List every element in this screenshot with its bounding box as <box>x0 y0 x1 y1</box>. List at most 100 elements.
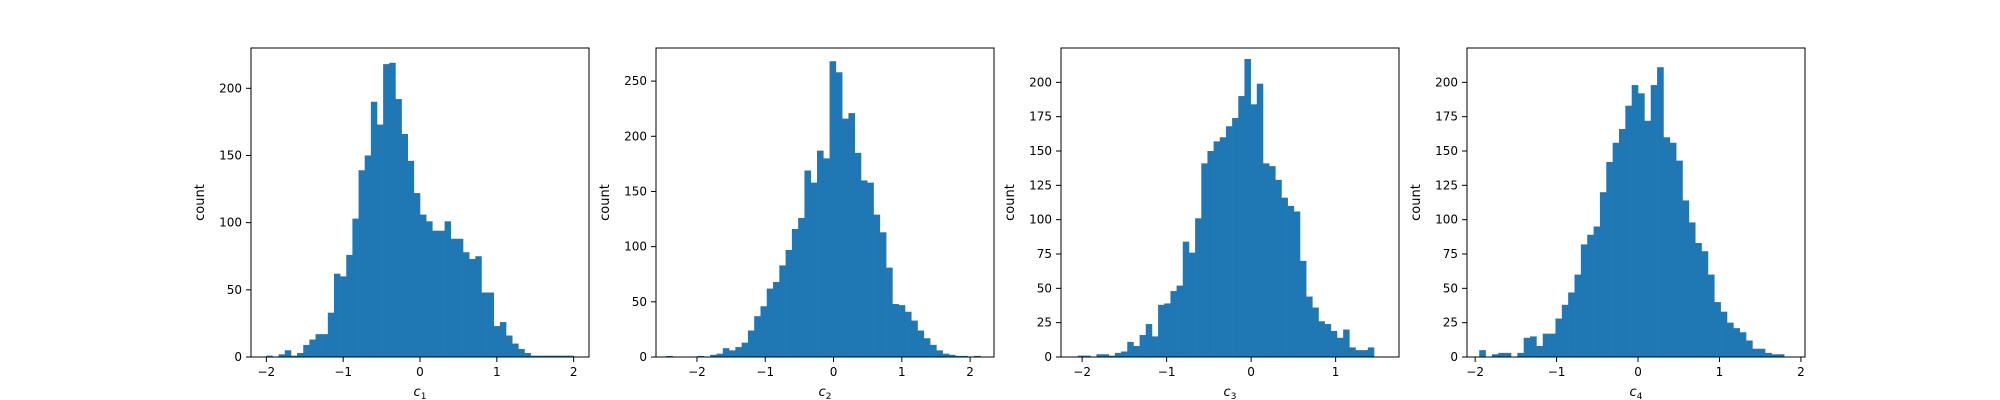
histogram-bar <box>735 347 742 357</box>
histogram-bar <box>1275 179 1282 357</box>
histogram-bar <box>842 118 849 357</box>
histogram-bar <box>1213 141 1221 357</box>
histogram-bar <box>383 64 390 358</box>
histogram-bar <box>1746 340 1753 357</box>
histogram-bar <box>567 355 574 357</box>
histogram-bar <box>760 306 768 357</box>
histogram-panel-2: −2 −1 0 1 2 0 50 100 150 200 250 count c2 <box>598 47 995 400</box>
histogram-bar <box>1355 350 1362 357</box>
histogram-bar <box>1114 352 1122 357</box>
histogram-bar <box>1765 352 1772 357</box>
histogram-bar <box>1077 355 1085 357</box>
histogram-bar <box>722 348 730 357</box>
histogram-bar <box>266 355 273 357</box>
histogram-bar <box>747 330 755 357</box>
histogram-bar <box>892 304 899 357</box>
y-tick-label: 0 <box>639 350 647 364</box>
y-tick-label: 175 <box>1029 110 1052 124</box>
histogram-bar <box>1312 307 1319 357</box>
histogram-bar <box>1299 260 1307 357</box>
histogram-bar <box>974 355 981 357</box>
y-tick-label: 125 <box>1435 178 1458 192</box>
histogram-bar <box>1695 243 1702 357</box>
histogram-bar <box>1102 354 1110 357</box>
y-tick-label: 100 <box>1435 213 1458 227</box>
histogram-bar <box>923 338 931 357</box>
y-tick-label: 0 <box>1044 350 1052 364</box>
histogram-bar <box>506 335 513 357</box>
histogram-bar <box>1599 192 1607 357</box>
y-tick-label: 150 <box>219 148 242 162</box>
histogram-bar <box>1733 328 1740 357</box>
histogram-bar <box>444 221 452 357</box>
y-tick-label: 250 <box>624 74 647 88</box>
y-tick-label: 25 <box>1443 316 1458 330</box>
histogram-bar <box>290 355 298 357</box>
x-tick-label: 1 <box>493 365 501 379</box>
histogram-panel-1: −2 −1 0 1 2 0 50 100 150 200 count c1 <box>193 47 590 400</box>
histogram-bar <box>358 170 365 357</box>
histogram-bar <box>773 281 780 357</box>
x-tick-label: −2 <box>258 365 276 379</box>
y-tick-label: 25 <box>1037 316 1052 330</box>
histogram-bar <box>854 152 862 357</box>
histogram-bar <box>1568 292 1575 357</box>
histogram-bar <box>1491 354 1499 357</box>
histogram-bar <box>942 353 950 357</box>
histogram-bar <box>395 99 402 358</box>
histogram-bar <box>1758 348 1766 357</box>
histogram-bar <box>917 330 925 357</box>
histogram-bar <box>426 221 433 357</box>
histogram-bar <box>886 267 893 357</box>
histogram-bar <box>1182 241 1190 357</box>
histogram-bar <box>321 334 329 357</box>
histogram-bar <box>1176 285 1184 357</box>
histogram-bar <box>1195 218 1202 357</box>
y-tick-label: 125 <box>1029 178 1052 192</box>
x-tick-label: 2 <box>1797 365 1805 379</box>
histogram-bar <box>389 62 396 357</box>
histogram-bar <box>936 350 943 357</box>
x-tick-label: 1 <box>1332 365 1340 379</box>
histogram-bar <box>1201 163 1208 357</box>
histogram-bar <box>512 343 519 357</box>
histogram-bar <box>1281 197 1288 357</box>
histogram-bar <box>1349 347 1356 357</box>
histogram-bar <box>1676 160 1683 357</box>
histogram-bar <box>297 352 304 357</box>
x-tick-label: −1 <box>1548 365 1566 379</box>
histogram-bar <box>1542 333 1550 357</box>
histogram-bar <box>432 230 439 357</box>
y-axis-label: count <box>1003 184 1018 221</box>
histogram-bar <box>499 322 507 357</box>
histogram-bar <box>955 355 962 357</box>
histogram-bar <box>754 316 761 357</box>
histogram-bar <box>898 305 906 357</box>
y-tick-label: 75 <box>1443 247 1458 261</box>
histogram-bar <box>1663 137 1671 357</box>
histogram-bar <box>823 158 830 357</box>
histogram-bar <box>766 288 774 357</box>
axes-frame <box>1060 47 1400 358</box>
histogram-bar <box>1306 296 1313 357</box>
x-axis-label: c4 <box>1630 385 1643 400</box>
histogram-bar <box>524 352 531 357</box>
histogram-panel-3: −2 −1 0 1 0 25 50 75 100 125 150 175 200 count c3 <box>1003 47 1400 400</box>
histogram-bar <box>1561 304 1569 357</box>
histogram-bar <box>873 214 881 357</box>
histogram-bar <box>561 355 568 357</box>
histogram-bar <box>848 113 855 357</box>
histogram-bar <box>1574 274 1582 357</box>
histogram-bar <box>1644 120 1652 357</box>
histogram-bar <box>1139 335 1147 357</box>
histogram-bar <box>1121 351 1128 357</box>
histogram-bar <box>1244 58 1251 358</box>
x-tick-label: 0 <box>830 365 838 379</box>
histogram-bar <box>716 353 724 357</box>
histogram-bar <box>785 249 793 357</box>
histogram-bar <box>333 273 341 357</box>
histogram-bar <box>911 320 918 357</box>
histogram-bar <box>315 334 322 357</box>
y-tick-label: 200 <box>219 81 242 95</box>
